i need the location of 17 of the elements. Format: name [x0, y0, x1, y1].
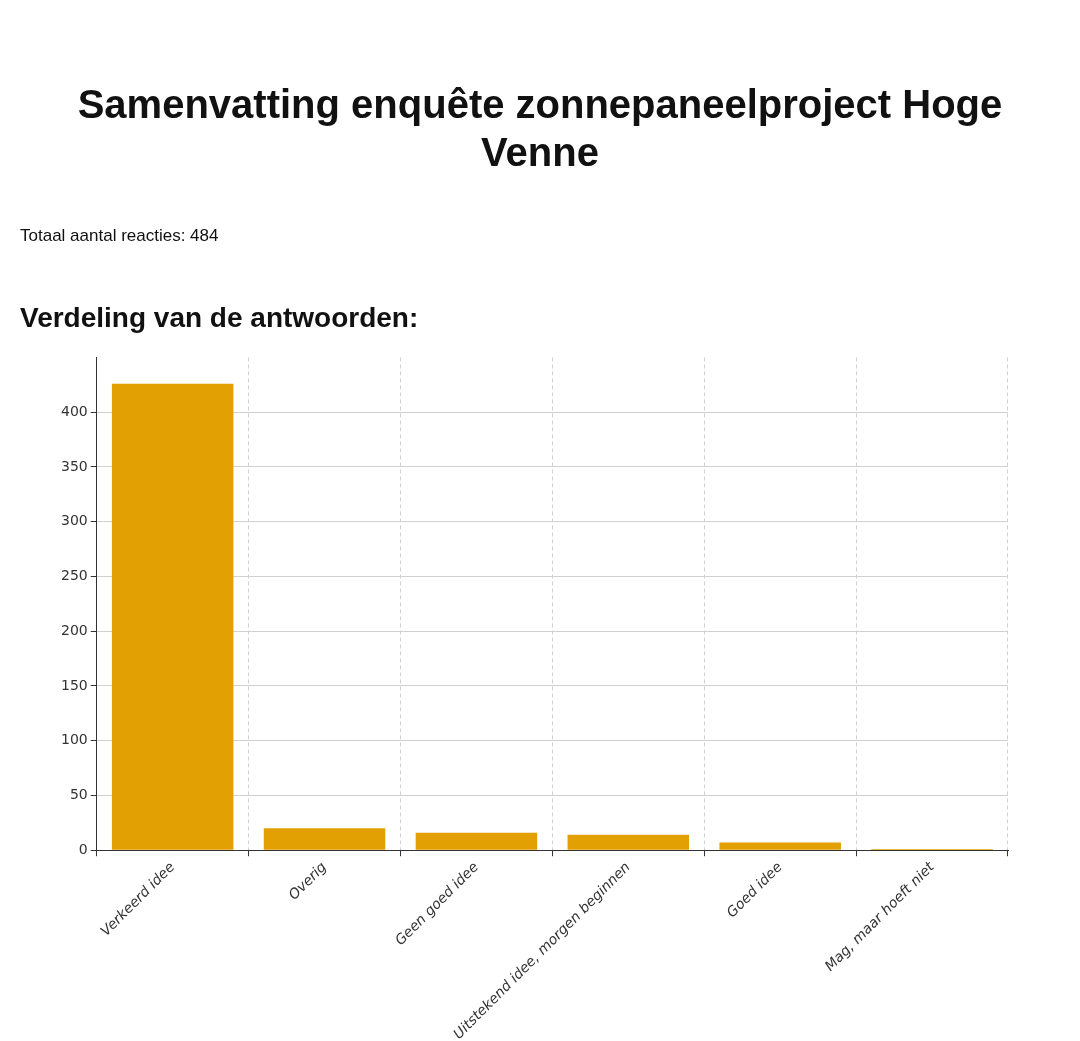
y-tick-label: 350 [60, 457, 88, 474]
bar [111, 383, 234, 850]
chart-subtitle: Verdeling van de antwoorden: [20, 302, 420, 334]
y-tick-label: 200 [60, 621, 88, 638]
bar [719, 842, 841, 850]
chart-title: Samenvatting enquête zonnepaneelproject Hoge Venne [76, 81, 1004, 176]
y-tick-label: 300 [60, 512, 88, 529]
y-tick-label: 400 [60, 402, 88, 419]
text: Totaal aantal reacties: 484 [20, 226, 220, 246]
y-tick-label: 150 [60, 676, 88, 693]
y-tick-label: 0 [78, 840, 88, 857]
bar [415, 832, 538, 850]
bar [263, 828, 386, 850]
y-tick-label: 250 [60, 567, 88, 584]
bar [567, 834, 690, 850]
y-tick-label: 50 [69, 786, 88, 803]
y-tick-label: 100 [60, 731, 88, 748]
